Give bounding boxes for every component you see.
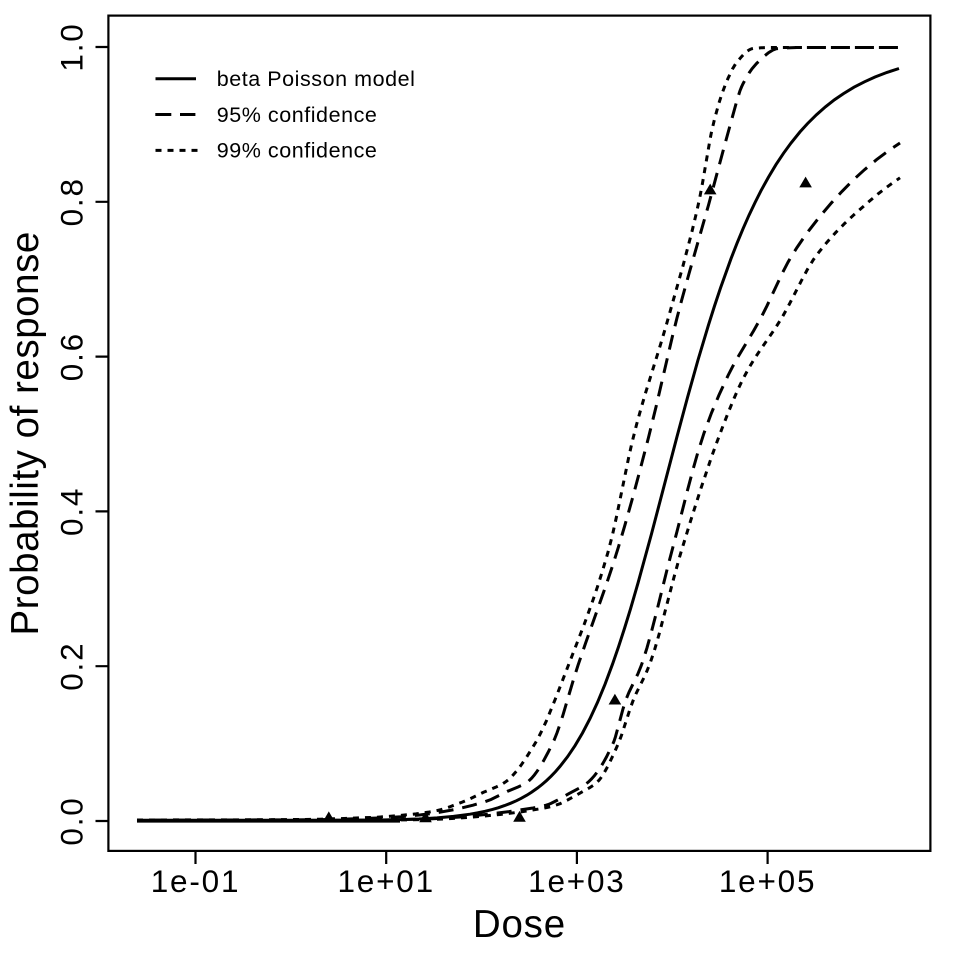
svg-text:0.2: 0.2 [54,642,90,691]
svg-text:Probability of response: Probability of response [4,231,47,635]
svg-text:1e-01: 1e-01 [151,863,241,899]
svg-text:beta Poisson model: beta Poisson model [217,67,416,91]
svg-text:Dose: Dose [473,903,566,946]
svg-text:1.0: 1.0 [54,22,90,71]
svg-text:1e+01: 1e+01 [337,863,434,899]
svg-text:0.0: 0.0 [54,796,90,845]
svg-text:1e+03: 1e+03 [528,863,625,899]
svg-text:0.4: 0.4 [54,487,90,536]
svg-text:0.8: 0.8 [54,177,90,226]
svg-text:1e+05: 1e+05 [719,863,816,899]
svg-text:95% confidence: 95% confidence [217,103,378,127]
svg-text:99% confidence: 99% confidence [217,139,378,163]
svg-text:0.6: 0.6 [54,332,90,381]
